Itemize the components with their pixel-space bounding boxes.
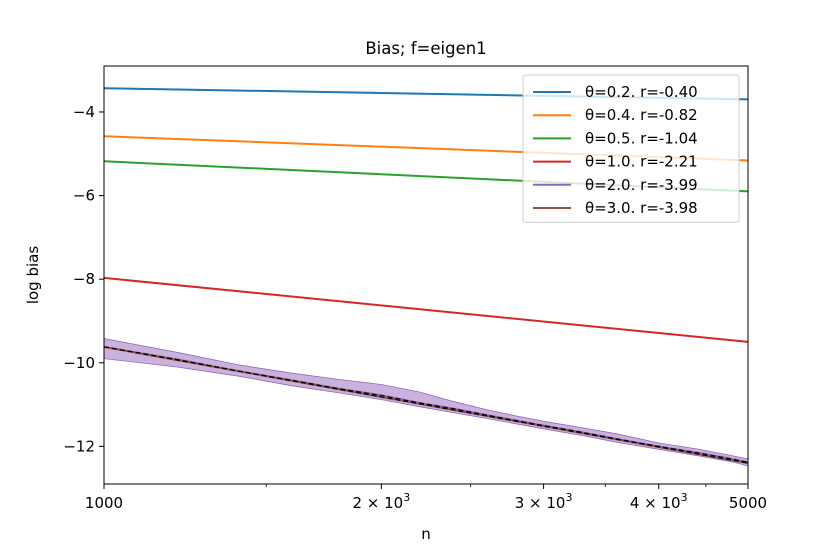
legend-label-2: θ=0.4. r=-0.82 [585,106,698,124]
legend-label-4: θ=1.0. r=-2.21 [585,153,698,171]
y-tick-label: −8 [73,270,95,288]
legend-label-3: θ=0.5. r=-1.04 [585,129,698,147]
plot-marks [104,87,748,467]
legend-label-1: θ=0.2. r=-0.40 [585,83,698,101]
series-6-fit-line [104,346,748,464]
x-tick-label: 5000 [729,494,767,512]
y-tick-label: −6 [73,187,95,205]
y-axis: −4 −6 −8 −10 −12 [63,103,104,455]
chart-title: Bias; f=eigen1 [365,39,486,58]
legend-box [522,74,740,223]
y-tick-label: −10 [63,354,95,372]
x-axis-label: n [421,525,431,543]
plot-frame [103,65,749,485]
y-tick-label: −4 [73,103,95,121]
x-axis: 1000 2 × 103 3 × 103 4 × 103 5000 [85,484,767,512]
x-tick-label: 3 × 103 [515,491,573,512]
x-tick-label: 2 × 103 [352,491,410,512]
y-tick-label: −12 [63,437,95,455]
legend-label-6: θ=3.0. r=-3.98 [585,199,698,217]
legend: θ=0.2. r=-0.40 θ=0.4. r=-0.82 θ=0.5. r=-1.… [522,74,740,223]
series-5-band [104,338,748,467]
x-tick-label: 1000 [85,494,123,512]
x-tick-label: 4 × 103 [630,491,688,512]
legend-label-5: θ=2.0. r=-3.99 [585,176,698,194]
y-axis-label: log bias [24,246,42,305]
series-4-line [104,276,748,343]
